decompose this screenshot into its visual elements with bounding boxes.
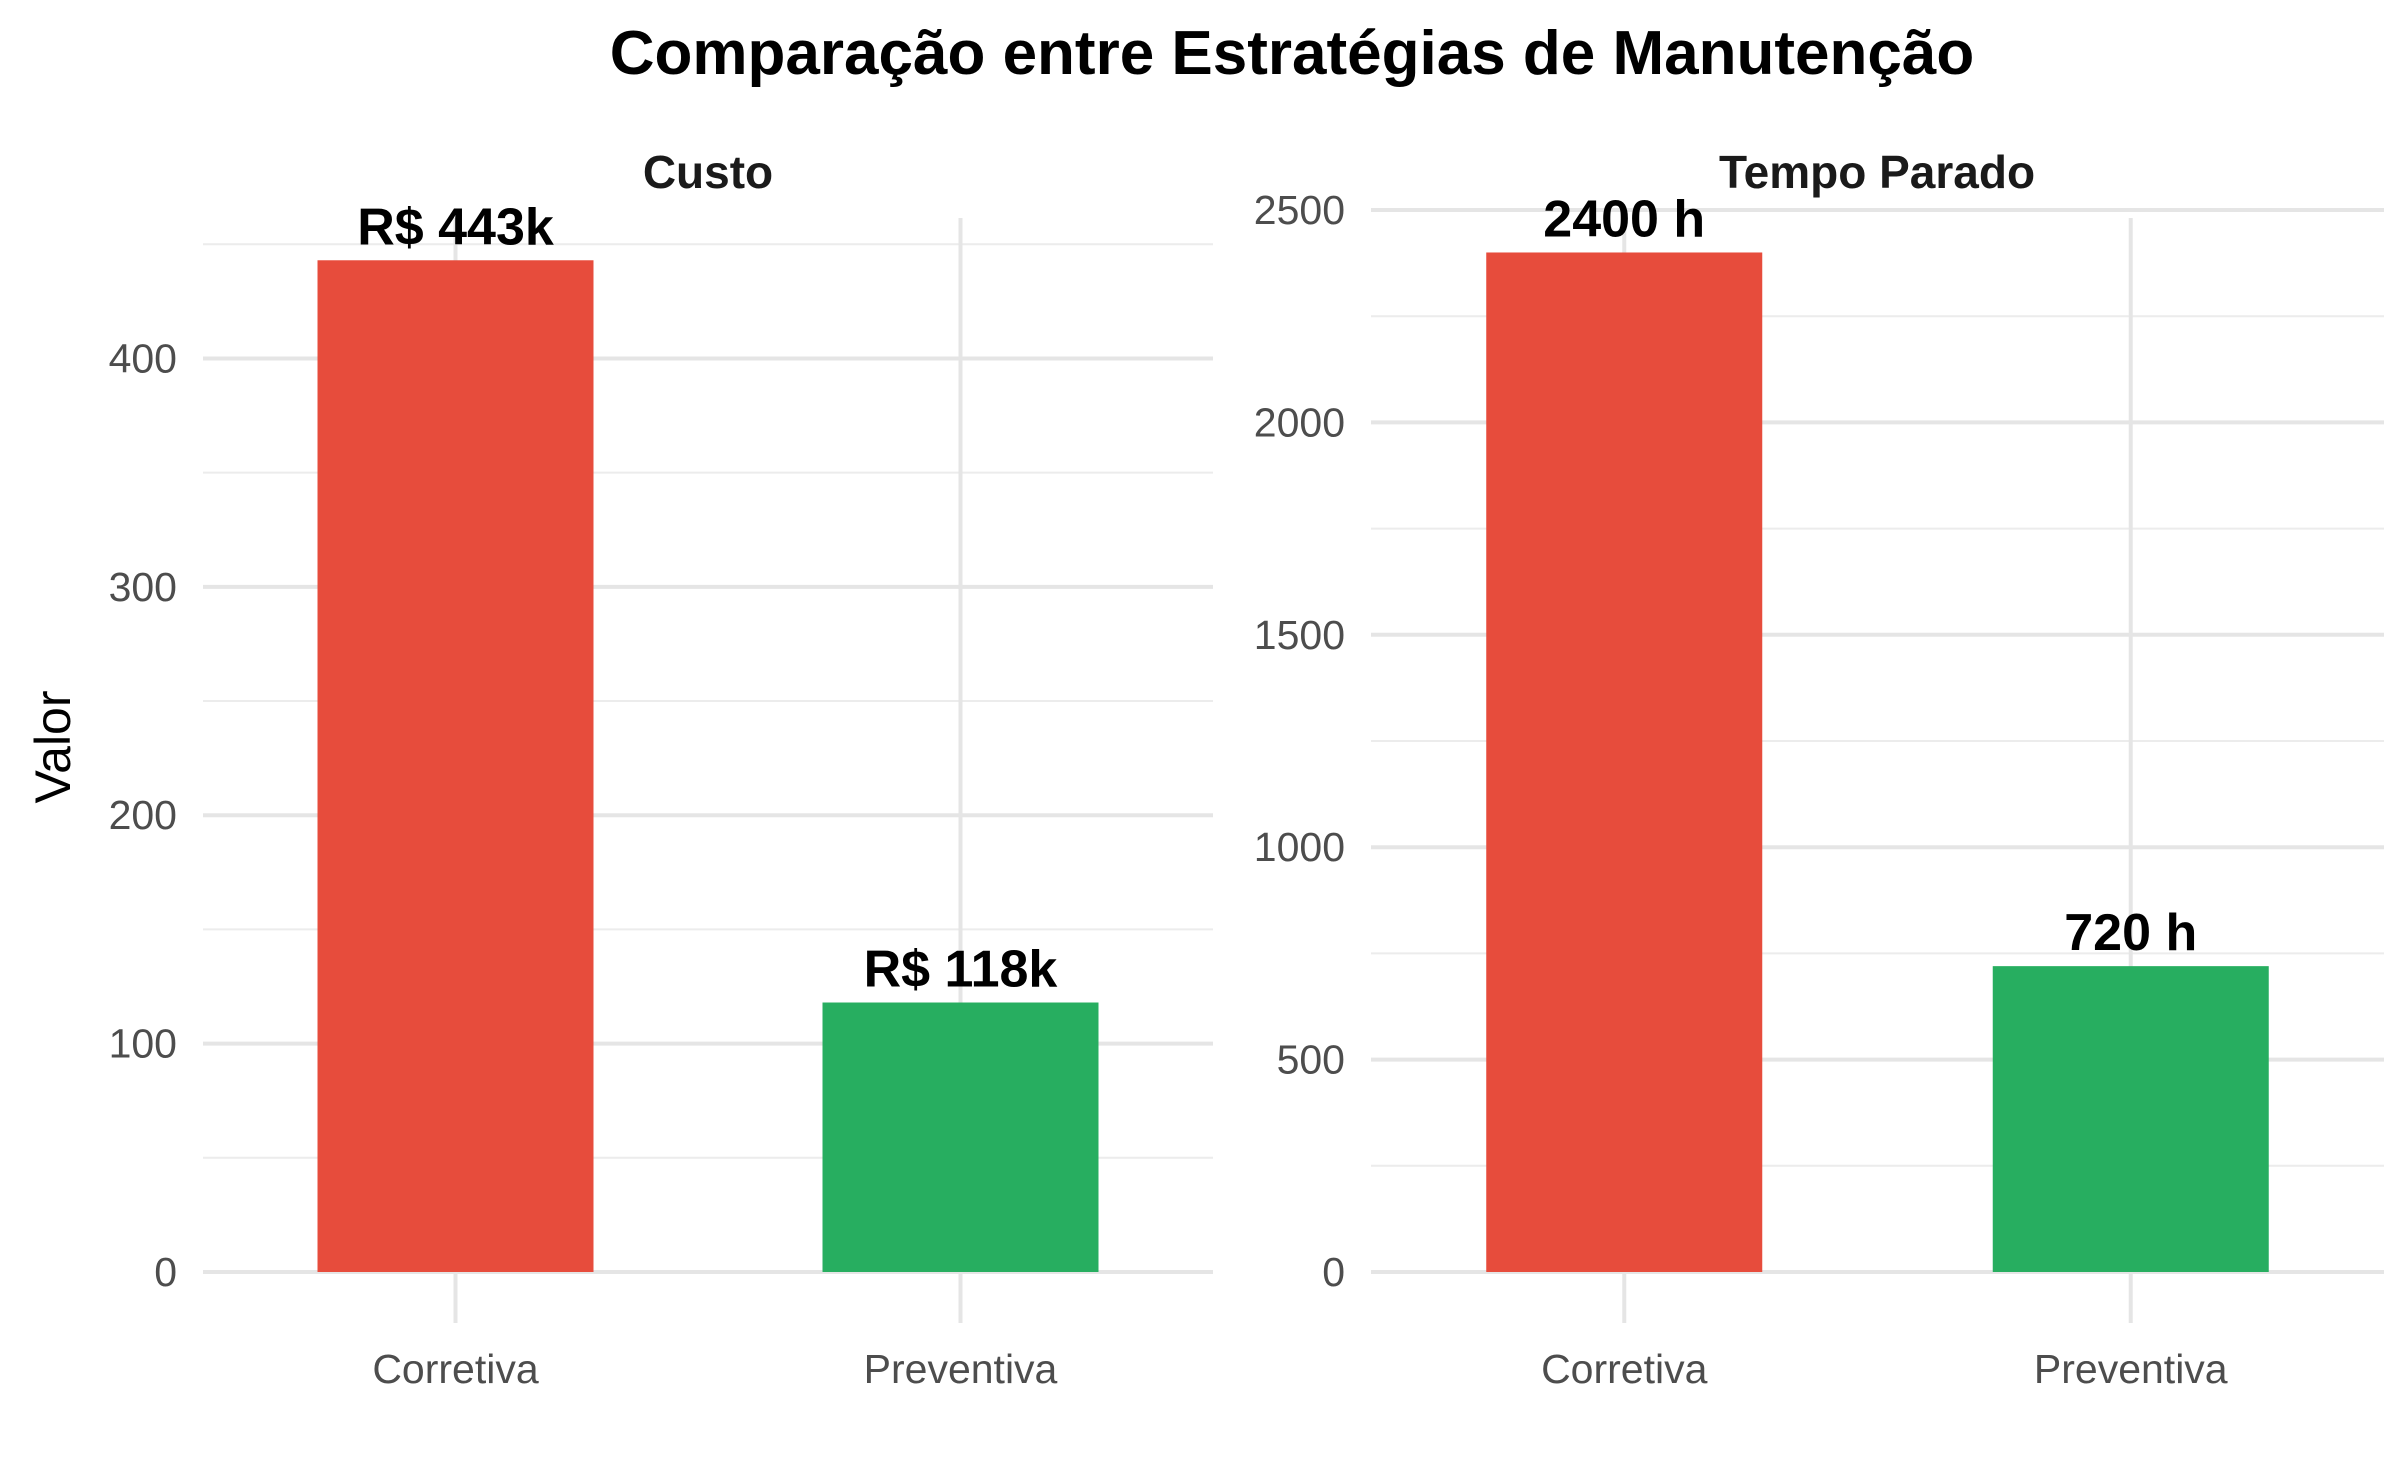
y-tick-label: 1500 (1254, 612, 1345, 658)
y-tick-label: 300 (109, 564, 177, 610)
y-tick-label: 1000 (1254, 824, 1345, 870)
y-tick-label: 2000 (1254, 399, 1345, 445)
y-tick-label: 2500 (1254, 187, 1345, 233)
bar-corretiva (317, 260, 594, 1272)
y-tick-label: 0 (1322, 1249, 1345, 1295)
data-label-corretiva: R$ 443k (357, 198, 554, 256)
y-tick-label: 400 (109, 335, 177, 381)
x-tick-label-preventiva: Preventiva (2034, 1346, 2228, 1392)
chart-title: Comparação entre Estratégias de Manutenç… (610, 19, 1974, 88)
y-tick-label: 100 (109, 1021, 177, 1067)
data-label-preventiva: R$ 118k (864, 941, 1058, 999)
bar-corretiva (1486, 252, 1763, 1273)
y-tick-label: 200 (109, 792, 177, 838)
data-label-corretiva: 2400 h (1543, 190, 1705, 248)
facet-strip-label: Tempo Parado (1719, 146, 2035, 198)
bar-preventiva (1992, 966, 2269, 1272)
data-label-preventiva: 720 h (2064, 904, 2197, 962)
x-tick-label-corretiva: Corretiva (1541, 1346, 1708, 1392)
y-axis-label: Valor (25, 690, 81, 803)
x-tick-label-corretiva: Corretiva (372, 1346, 539, 1392)
bar-preventiva (822, 1002, 1099, 1272)
x-tick-label-preventiva: Preventiva (864, 1346, 1058, 1392)
y-tick-label: 500 (1277, 1037, 1345, 1083)
facet-panel-tempo-parado: Tempo Parado 0 500 1000 1500 2000 2500 2400 h Co… (1254, 146, 2384, 1392)
facet-panel-custo: Custo 0 100 200 300 400 R$ 443k Corretiva R$ 118… (109, 146, 1213, 1392)
y-tick-label: 0 (154, 1249, 177, 1295)
facet-strip-label: Custo (643, 146, 773, 198)
